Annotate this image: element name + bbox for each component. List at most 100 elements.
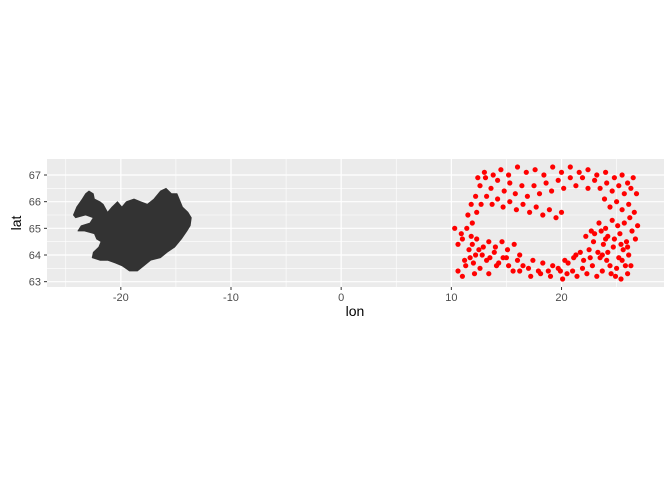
scatter-point	[520, 201, 526, 207]
scatter-point	[473, 252, 479, 258]
scatter-point	[464, 225, 470, 231]
scatter-point	[597, 185, 603, 191]
scatter-point	[620, 247, 626, 253]
scatter-point	[489, 201, 495, 207]
scatter-point	[490, 172, 496, 178]
scatter-point	[517, 252, 523, 258]
scatter-point	[619, 172, 625, 178]
scatter-point	[550, 263, 556, 269]
x-tick-label: 0	[338, 292, 344, 304]
scatter-point	[581, 257, 587, 263]
scatter-point	[595, 249, 601, 255]
scatter-point	[573, 252, 579, 258]
scatter-point	[499, 239, 505, 245]
scatter-point	[550, 164, 556, 170]
scatter-point	[599, 252, 605, 258]
scatter-point	[607, 204, 613, 210]
y-tick-label: 66	[29, 197, 41, 209]
scatter-point	[520, 263, 526, 269]
scatter-point	[507, 199, 513, 205]
scatter-point	[553, 215, 559, 221]
scatter-point	[609, 217, 615, 223]
scatter-point	[625, 271, 631, 277]
scatter-point	[585, 185, 591, 191]
scatter-point	[619, 207, 625, 213]
scatter-point	[619, 257, 625, 263]
scatter-point	[514, 164, 521, 170]
scatter-point	[611, 175, 618, 181]
scatter-point	[546, 207, 553, 213]
scatter-point	[468, 201, 474, 207]
scatter-point	[628, 185, 634, 191]
map-layer	[73, 187, 192, 272]
scatter-point	[600, 241, 607, 247]
scatter-point	[592, 177, 598, 183]
scatter-point	[628, 263, 634, 269]
scatter-point	[545, 268, 551, 274]
scatter-point	[630, 175, 636, 181]
scatter-point	[633, 191, 640, 197]
scatter-point	[594, 273, 600, 279]
scatter-point	[512, 191, 518, 197]
scatter-point	[452, 225, 458, 231]
scatter-point	[625, 244, 631, 250]
scatter-point	[466, 247, 472, 253]
y-axis-title: lat	[8, 216, 24, 231]
scatter-point	[576, 169, 582, 175]
x-tick-label: -10	[223, 292, 239, 304]
scatter-point	[525, 265, 532, 271]
x-axis-title: lon	[346, 303, 365, 319]
scatter-point	[560, 276, 566, 282]
scatter-point	[488, 185, 494, 191]
scatter-point	[495, 177, 501, 183]
scatter-point	[617, 231, 623, 237]
scatter-point	[471, 271, 478, 277]
scatter-point	[614, 265, 620, 271]
scatter-point	[596, 220, 602, 226]
y-tick-label: 64	[29, 250, 41, 262]
scatter-point	[558, 169, 565, 175]
scatter-point	[484, 193, 490, 199]
scatter-point	[519, 183, 525, 189]
scatter-point	[523, 169, 529, 175]
scatter-point	[486, 239, 492, 245]
scatter-point	[474, 209, 480, 215]
scatter-point	[562, 257, 568, 263]
scatter-point	[570, 268, 576, 274]
scatter-point	[587, 255, 593, 261]
scatter-point	[610, 244, 616, 250]
scatter-point	[622, 263, 629, 269]
scatter-point	[527, 209, 533, 215]
scatter-point	[547, 273, 554, 279]
scatter-point	[524, 193, 531, 199]
scatter-point	[486, 271, 492, 277]
scatter-point	[589, 263, 596, 269]
y-tick-label: 63	[29, 277, 41, 289]
scatter-point	[491, 249, 497, 255]
scatter-point	[604, 257, 610, 263]
scatter-point	[459, 273, 465, 279]
scatter-point	[482, 175, 489, 181]
scatter-point	[594, 172, 600, 178]
scatter-point	[538, 271, 544, 277]
scatter-point	[579, 175, 586, 181]
scatter-point	[603, 169, 609, 175]
scatter-point	[503, 255, 509, 261]
scatter-point	[528, 273, 534, 279]
x-tick-label: 10	[445, 292, 457, 304]
scatter-point	[611, 236, 618, 242]
x-tick-label: -20	[113, 292, 129, 304]
scatter-point	[513, 207, 520, 213]
scatter-point	[495, 196, 501, 202]
scatter-point	[481, 169, 487, 175]
scatter-point	[469, 220, 475, 226]
scatter-point	[476, 247, 482, 253]
scatter-point	[473, 193, 479, 199]
scatter-point	[627, 215, 633, 221]
scatter-point	[469, 241, 475, 247]
scatter-point	[558, 209, 565, 215]
scatter-point	[604, 180, 610, 186]
scatter-point	[532, 167, 538, 173]
x-axis: -20 -10 0 10 20	[113, 287, 568, 304]
